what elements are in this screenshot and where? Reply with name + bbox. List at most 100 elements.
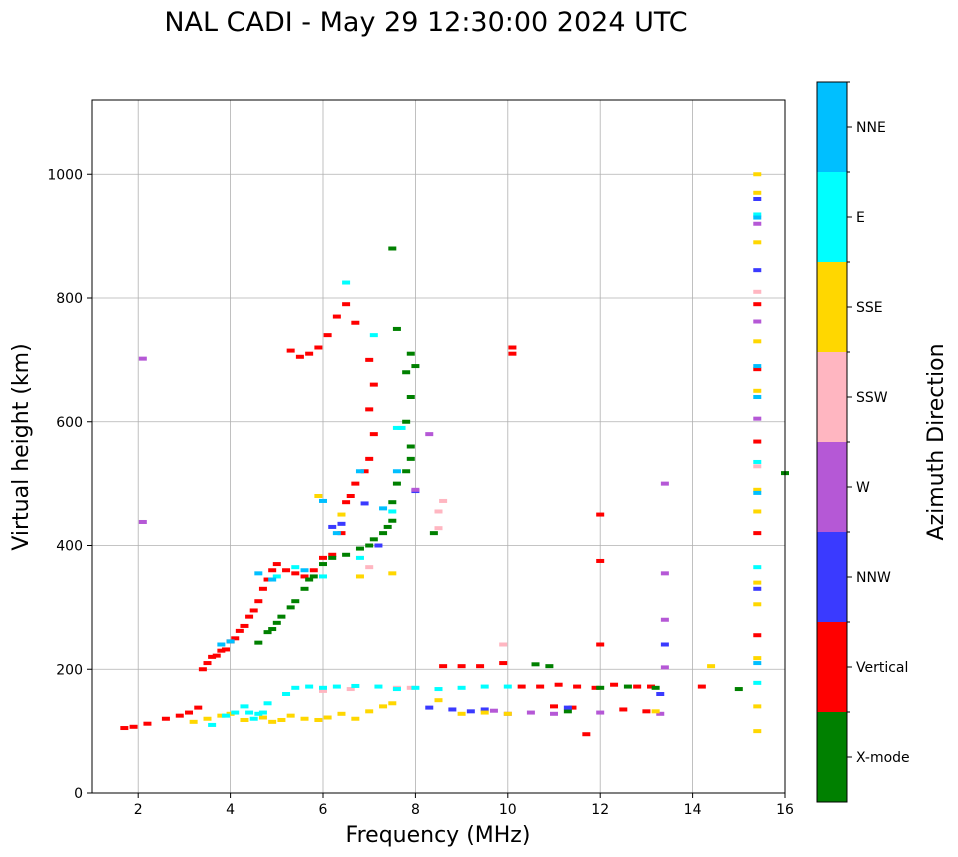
data-point-sse [379,704,388,709]
data-point-sse [457,711,466,716]
y-axis-ticks: 0 200 400 600 800 1000 [47,167,92,802]
data-point-vertical [753,367,762,372]
data-point-ssw [753,464,762,469]
data-point-vertical [175,713,184,718]
data-point-vertical [457,664,466,669]
data-point-x-mode [545,664,554,669]
data-point-x-mode [392,481,401,486]
data-point-vertical [143,721,152,726]
data-point-x-mode [328,555,337,560]
data-point-vertical [305,351,314,356]
data-point-x-mode [402,469,411,474]
data-point-sse [323,715,332,720]
data-point-e [355,555,364,560]
data-point-x-mode [300,586,309,591]
data-point-nnw [753,268,762,273]
data-point-vertical [203,661,212,666]
data-point-w [753,416,762,421]
data-point-vertical [753,633,762,638]
data-point-vertical [342,302,351,307]
data-point-x-mode [263,630,272,635]
data-point-vertical [633,684,642,689]
data-point-vertical [369,382,378,387]
data-point-sse [753,240,762,245]
data-point-e [392,425,401,430]
data-point-x-mode [623,684,632,689]
data-point-vertical [328,552,337,557]
data-point-w [660,481,669,486]
data-point-nnw [656,692,665,696]
data-point-nne [226,639,235,644]
data-point-x-mode [388,500,397,505]
data-point-vertical [365,407,374,412]
data-point-x-mode [406,395,415,399]
data-point-vertical [221,647,230,652]
data-point-e [245,710,254,715]
data-point-e [374,684,383,689]
data-point-x-mode [355,546,364,551]
y-tick-label: 200 [56,662,83,678]
data-point-ssw [319,688,327,693]
data-point-e [753,459,762,464]
data-point-sse [258,715,267,720]
data-point-x-mode [388,518,397,523]
data-point-vertical [309,568,318,573]
data-point-x-mode [268,627,277,632]
data-point-nnw [448,707,457,712]
data-point-x-mode [383,524,392,529]
data-point-vertical [697,684,706,689]
data-point-x-mode [402,419,411,424]
data-point-e [503,684,512,689]
plot-background [92,100,785,793]
colorbar-tick-label: SSE [856,300,883,316]
x-tick-label: 16 [776,802,794,818]
data-point-vertical [439,664,448,669]
data-point-x-mode [531,662,540,667]
data-point-sse [388,571,397,576]
data-point-w [489,708,498,713]
data-point-nnw [753,197,762,201]
data-point-e [753,565,762,570]
data-point-w [411,487,420,492]
data-point-sse [651,709,660,714]
data-point-vertical [508,351,517,356]
colorbar-label: Azimuth Direction [924,343,949,540]
data-point-vertical [369,432,378,437]
data-point-vertical [573,684,582,689]
data-point-vertical [268,568,277,573]
data-point-nne [753,364,762,369]
data-point-x-mode [596,685,605,690]
data-point-sse [314,494,323,498]
data-points [120,172,789,737]
y-tick-label: 800 [56,291,83,307]
x-tick-label: 6 [319,802,328,818]
data-point-nne [355,469,364,474]
data-point-vertical [332,314,341,319]
data-point-ssw [434,526,443,531]
data-point-e [291,685,300,690]
data-point-vertical [360,469,369,474]
data-point-vertical [554,682,563,687]
data-point-sse [753,190,762,195]
data-point-vertical [300,574,309,579]
x-tick-label: 12 [591,802,609,818]
data-point-sse [434,698,443,703]
data-point-e [249,716,258,721]
data-point-sse [189,719,198,724]
data-point-sse [753,704,762,709]
data-point-x-mode [392,326,401,331]
data-point-nne [753,395,762,399]
data-point-nne [753,215,762,220]
data-point-w [753,221,762,226]
data-point-sse [753,509,762,514]
data-point-vertical [231,636,240,641]
data-point-e [231,710,240,715]
data-point-vertical [129,724,138,729]
x-axis-ticks: 2 4 6 8 10 12 14 16 [134,793,794,818]
colorbar-segment-nne [817,82,847,172]
data-point-vertical [314,345,323,350]
data-point-vertical [208,654,217,659]
data-point-w [660,665,669,670]
data-point-sse [753,580,762,585]
data-point-sse [753,602,762,607]
